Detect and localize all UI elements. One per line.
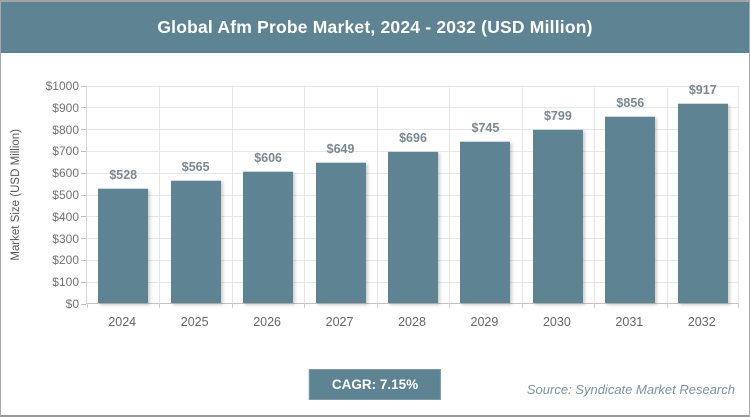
x-tick-label: 2032 bbox=[687, 315, 716, 329]
v-gridline bbox=[449, 86, 450, 303]
y-tick-label: $800 bbox=[52, 122, 79, 137]
y-tick-label: $400 bbox=[52, 209, 79, 224]
cagr-badge: CAGR: 7.15% bbox=[308, 369, 442, 400]
bar-2028 bbox=[388, 151, 438, 303]
x-tick-label: 2027 bbox=[325, 315, 354, 329]
y-axis-tick bbox=[81, 194, 86, 196]
x-axis-tick bbox=[594, 303, 595, 308]
x-axis-tick bbox=[232, 303, 233, 308]
x-axis-tick bbox=[522, 303, 523, 308]
h-gridline bbox=[87, 107, 738, 109]
y-axis-tick bbox=[81, 85, 86, 87]
y-axis-tick bbox=[81, 238, 86, 240]
y-axis-tick bbox=[81, 172, 86, 174]
x-tick-label: 2028 bbox=[398, 315, 426, 329]
bar-value-label: $528 bbox=[109, 167, 138, 182]
y-axis-tick bbox=[81, 107, 86, 109]
y-tick-label: $700 bbox=[52, 144, 79, 159]
y-axis-tick bbox=[81, 259, 86, 261]
bar-2026 bbox=[243, 170, 294, 303]
source-attribution: Source: Syndicate Market Research bbox=[526, 382, 735, 397]
y-axis-title-text: Market Size (USD Million) bbox=[10, 129, 22, 261]
v-gridline bbox=[232, 86, 233, 303]
y-tick-label: $1000 bbox=[45, 79, 79, 93]
bar-value-label: $856 bbox=[616, 96, 645, 111]
bar-value-label: $745 bbox=[471, 120, 500, 135]
x-axis-tick bbox=[87, 303, 88, 308]
bar-2032 bbox=[677, 103, 728, 303]
y-tick-label: $100 bbox=[52, 275, 79, 290]
y-tick-label: $0 bbox=[65, 297, 79, 311]
x-axis-tick bbox=[377, 303, 378, 308]
x-axis-tick bbox=[159, 303, 160, 308]
bar-2030 bbox=[532, 128, 583, 303]
x-tick-label: 2026 bbox=[253, 315, 282, 329]
x-axis-tick-labels: 2024 2025 2026 2027 2028 2029 2030 2031 2032 bbox=[86, 315, 738, 335]
y-axis-tick bbox=[81, 281, 86, 283]
x-axis-tick bbox=[738, 303, 739, 308]
v-gridline bbox=[667, 86, 668, 303]
bar-value-label: $799 bbox=[543, 108, 572, 123]
y-axis-tick bbox=[81, 129, 86, 131]
y-tick-label: $500 bbox=[52, 188, 79, 202]
y-axis-tick-labels: $0 $100 $200 $300 $400 $500 $600 $700 $800 $900 $1… bbox=[27, 79, 79, 311]
chart-footer: CAGR: 7.15% Source: Syndicate Market Res… bbox=[1, 362, 749, 415]
bar-2024 bbox=[98, 187, 149, 303]
x-tick-label: 2030 bbox=[542, 315, 571, 329]
x-axis-tick bbox=[449, 303, 450, 308]
bar-value-label: $696 bbox=[399, 131, 427, 146]
chart-title: Global Afm Probe Market, 2024 - 2032 (US… bbox=[157, 17, 593, 37]
bar-value-label: $565 bbox=[181, 159, 210, 174]
h-gridline bbox=[87, 85, 738, 87]
chart-title-bar: Global Afm Probe Market, 2024 - 2032 (US… bbox=[1, 2, 749, 53]
v-gridline bbox=[377, 86, 378, 303]
y-axis-tick bbox=[81, 216, 86, 218]
v-gridline bbox=[304, 86, 305, 303]
v-gridline bbox=[159, 86, 160, 303]
plot-area: $528 $565 $606 $649 $696 $745 $799 $856 $917 bbox=[81, 83, 739, 308]
h-gridline bbox=[87, 129, 738, 131]
y-tick-label: $900 bbox=[52, 100, 79, 115]
bar-2029 bbox=[460, 140, 511, 303]
bar-value-label: $917 bbox=[688, 83, 717, 98]
bar-2025 bbox=[170, 179, 221, 303]
bar-2027 bbox=[315, 161, 366, 303]
v-gridline bbox=[738, 86, 739, 303]
y-tick-label: $200 bbox=[52, 253, 79, 268]
y-axis-title: Market Size (USD Million) bbox=[3, 86, 29, 304]
y-axis-tick bbox=[81, 303, 86, 305]
y-tick-label: $600 bbox=[52, 166, 79, 181]
y-axis-tick bbox=[81, 150, 86, 152]
bar-value-label: $649 bbox=[326, 141, 355, 156]
x-axis-tick bbox=[304, 303, 305, 308]
x-tick-label: 2029 bbox=[470, 315, 499, 329]
x-axis-tick bbox=[667, 303, 668, 308]
bar-value-label: $606 bbox=[254, 150, 283, 165]
chart-region: Market Size (USD Million) $0 $100 $200 $300… bbox=[1, 53, 749, 362]
x-tick-label: 2024 bbox=[108, 315, 137, 329]
x-tick-label: 2025 bbox=[180, 315, 209, 329]
y-tick-label: $300 bbox=[52, 231, 79, 246]
v-gridline bbox=[594, 86, 595, 303]
v-gridline bbox=[522, 86, 523, 303]
x-tick-label: 2031 bbox=[615, 315, 644, 329]
bar-2031 bbox=[605, 116, 656, 303]
